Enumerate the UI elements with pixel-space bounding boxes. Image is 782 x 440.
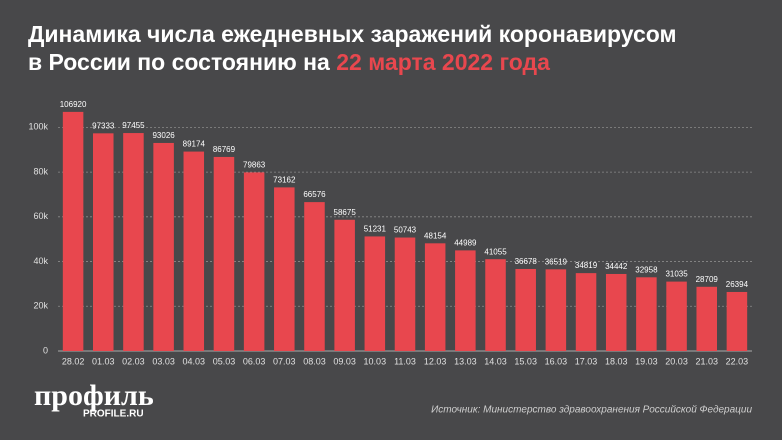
bar bbox=[243, 172, 265, 351]
x-tick-label: 13.03 bbox=[454, 356, 477, 366]
title-line: в России по состоянию на bbox=[28, 49, 336, 75]
bar bbox=[153, 142, 174, 351]
bar bbox=[424, 243, 446, 351]
x-tick-label: 01.03 bbox=[92, 356, 115, 366]
value-label: 31035 bbox=[665, 270, 688, 279]
x-tick-label: 19.03 bbox=[635, 356, 658, 366]
x-tick-label: 15.03 bbox=[514, 356, 537, 366]
x-tick-label: 05.03 bbox=[213, 356, 236, 366]
value-label: 97333 bbox=[92, 121, 115, 130]
x-tick-label: 07.03 bbox=[273, 356, 296, 366]
bar bbox=[93, 133, 114, 351]
x-tick-label: 04.03 bbox=[183, 356, 206, 366]
y-tick-label: 60k bbox=[33, 211, 48, 221]
y-tick-label: 40k bbox=[33, 256, 48, 266]
y-tick-label: 20k bbox=[33, 301, 48, 311]
bar bbox=[274, 187, 295, 351]
bar bbox=[636, 277, 657, 351]
value-label: 106920 bbox=[60, 100, 87, 109]
bar bbox=[485, 259, 506, 351]
value-label: 86769 bbox=[213, 145, 236, 154]
value-label: 28709 bbox=[696, 275, 719, 284]
source: Источник: Министерство здравоохранения Р… bbox=[431, 405, 752, 416]
chart-title: Динамика числа ежедневных заражений коро… bbox=[28, 21, 677, 47]
bar bbox=[696, 286, 717, 351]
logo: профиль bbox=[34, 379, 154, 412]
value-label: 48154 bbox=[424, 231, 447, 240]
value-label: 36519 bbox=[545, 257, 568, 266]
x-tick-label: 18.03 bbox=[605, 356, 628, 366]
x-tick-label: 22.03 bbox=[726, 356, 749, 366]
x-tick-label: 21.03 bbox=[695, 356, 718, 366]
value-label: 51231 bbox=[364, 225, 387, 234]
value-label: 97455 bbox=[122, 121, 145, 130]
value-label: 41055 bbox=[484, 247, 507, 256]
bar bbox=[123, 133, 144, 351]
value-label: 50743 bbox=[394, 226, 417, 235]
value-label: 34819 bbox=[575, 261, 598, 270]
bar bbox=[515, 268, 536, 351]
bar bbox=[455, 250, 476, 351]
value-label: 34442 bbox=[605, 262, 628, 271]
value-label: 93026 bbox=[152, 131, 175, 140]
bar bbox=[213, 156, 235, 351]
y-tick-label: 100k bbox=[28, 122, 48, 132]
title-line: Динамика числа ежедневных заражений коро… bbox=[28, 21, 677, 47]
bar bbox=[666, 281, 687, 351]
x-tick-label: 14.03 bbox=[484, 356, 507, 366]
x-tick-label: 02.03 bbox=[122, 356, 145, 366]
bar bbox=[545, 269, 567, 351]
title-highlight: 22 марта 2022 года bbox=[336, 49, 550, 75]
bar bbox=[726, 291, 748, 351]
x-tick-label: 10.03 bbox=[364, 356, 387, 366]
bar bbox=[304, 202, 325, 351]
value-label: 36678 bbox=[515, 257, 538, 266]
value-label: 73162 bbox=[273, 175, 296, 184]
chart-title: в России по состоянию на 22 марта 2022 г… bbox=[28, 49, 550, 75]
value-label: 44989 bbox=[454, 238, 477, 247]
value-label: 58675 bbox=[334, 208, 357, 217]
value-label: 66576 bbox=[303, 190, 326, 199]
bar bbox=[605, 273, 627, 351]
y-tick-label: 80k bbox=[33, 166, 48, 176]
bar bbox=[334, 219, 355, 351]
value-label: 79863 bbox=[243, 161, 266, 170]
x-tick-label: 16.03 bbox=[545, 356, 568, 366]
x-tick-label: 08.03 bbox=[303, 356, 326, 366]
value-label: 26394 bbox=[726, 280, 749, 289]
x-tick-label: 09.03 bbox=[333, 356, 356, 366]
bar bbox=[364, 236, 386, 351]
logo-url: PROFILE.RU bbox=[83, 409, 144, 420]
x-tick-label: 03.03 bbox=[152, 356, 175, 366]
x-tick-label: 20.03 bbox=[665, 356, 688, 366]
bar bbox=[183, 151, 205, 351]
x-tick-label: 11.03 bbox=[394, 356, 416, 366]
value-label: 32958 bbox=[635, 265, 658, 274]
x-tick-label: 28.02 bbox=[62, 356, 85, 366]
bar bbox=[62, 111, 84, 351]
x-tick-label: 12.03 bbox=[424, 356, 447, 366]
x-tick-label: 06.03 bbox=[243, 356, 266, 366]
value-label: 89174 bbox=[183, 140, 206, 149]
bar bbox=[394, 237, 416, 351]
bar bbox=[575, 273, 597, 351]
x-tick-label: 17.03 bbox=[575, 356, 598, 366]
y-tick-label: 0 bbox=[43, 345, 48, 355]
